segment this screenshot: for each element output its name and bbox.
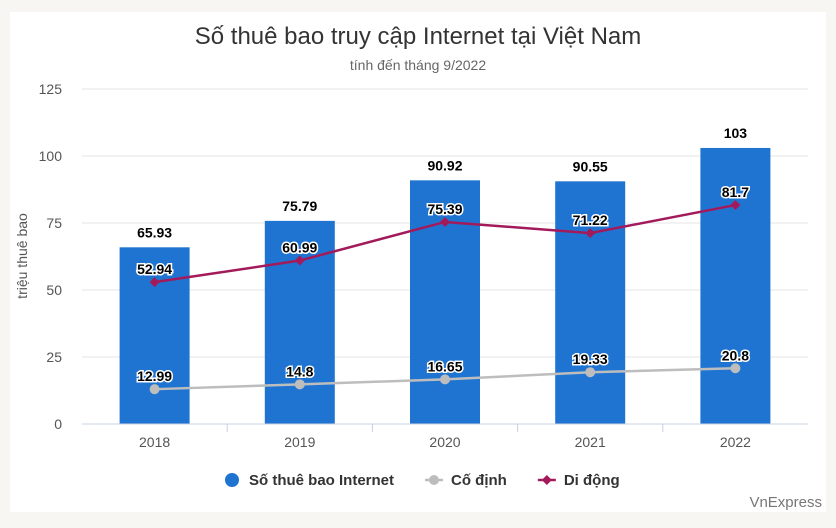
y-tick-label: 25 [46,349,62,365]
line-series [149,200,741,395]
legend-symbol [541,475,552,485]
data-point[interactable] [440,216,450,227]
bar-series [119,147,771,424]
y-tick-label: 0 [54,416,62,432]
x-tick-label: 2020 [429,434,460,450]
data-point[interactable] [149,277,160,288]
data-point[interactable] [730,363,741,374]
data-labels: 65.93 75.79 90.92 90.55 103 12.99 14.8 16.65 19.… [136,125,751,386]
point-value-label: 81.7 [722,184,749,200]
bar[interactable] [555,181,626,424]
y-tick-label: 100 [39,148,63,164]
point-value-label: 19.33 [573,351,608,367]
data-point[interactable] [294,255,305,266]
data-point[interactable] [585,228,596,239]
point-value-label: 12.99 [137,368,172,384]
legend-label[interactable]: Di động [564,472,620,489]
bar-value-label: 90.55 [573,158,608,174]
data-point[interactable] [149,384,160,395]
point-value-label: 75.39 [427,201,462,217]
bar-value-label: 103 [724,125,748,141]
y-tick-label: 75 [46,215,62,231]
legend-symbol [225,473,239,487]
bar-value-label: 75.79 [282,198,317,214]
data-point[interactable] [440,374,450,385]
chart-subtitle: tính đến tháng 9/2022 [350,57,486,73]
point-value-label: 14.8 [286,363,313,379]
grid: 0 25 50 75 100 125 [39,81,808,432]
x-tick-label: 2019 [284,434,315,450]
source-credit: VnExpress [749,494,822,511]
bar[interactable] [700,147,771,424]
y-tick-label: 125 [39,81,63,97]
point-value-label: 60.99 [282,240,317,256]
legend-label[interactable]: Số thuê bao Internet [249,472,394,489]
bar-value-label: 65.93 [137,224,172,240]
point-value-label: 52.94 [137,261,172,277]
y-tick-label: 50 [46,282,62,298]
point-value-label: 16.65 [427,358,462,374]
legend-label[interactable]: Cố định [451,472,507,489]
legend[interactable]: Số thuê bao Internet Cố định Di động [225,472,620,489]
bar[interactable] [119,247,190,424]
point-value-label: 71.22 [573,212,608,228]
x-tick-label: 2021 [575,434,606,450]
x-axis: 2018 2019 2020 2021 2022 [82,423,808,450]
y-axis-label: triệu thuê bao [14,213,30,299]
x-tick-label: 2018 [139,434,170,450]
data-point[interactable] [730,200,741,211]
data-point[interactable] [294,379,305,390]
point-value-label: 20.8 [722,347,749,363]
legend-symbol [429,475,440,485]
data-point[interactable] [585,367,596,378]
x-tick-label: 2022 [720,434,751,450]
chart-title: Số thuê bao truy cập Internet tại Việt N… [195,23,641,50]
bar-value-label: 90.92 [427,157,462,173]
